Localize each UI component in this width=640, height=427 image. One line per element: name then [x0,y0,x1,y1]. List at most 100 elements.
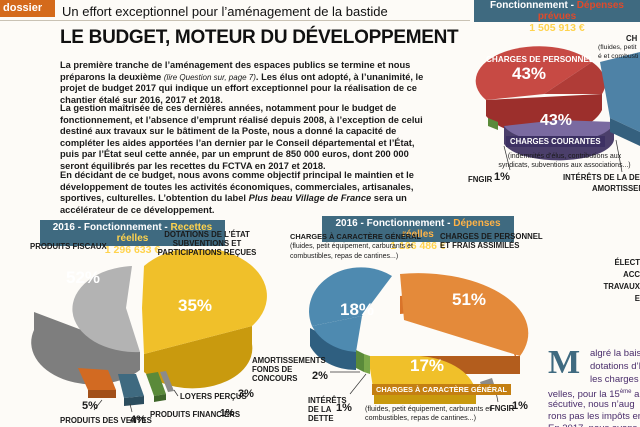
side-article-line-7: En 2017, nous avons [548,423,637,427]
recettes-leader-loyers [173,389,179,397]
recettes-dotations-label: DOTATIONS DE L’ÉTAT SUBVENTIONS ET PARTI… [157,230,257,257]
recettes-leader-other [129,403,133,413]
tr-personnel-slice-b [544,62,606,94]
depenses-bleu-slice [309,267,392,326]
tr-head-sub: Dépenses prévues [537,0,624,22]
depenses-cg-band: CHARGES À CARACTÈRE GÉNÉRAL [372,384,511,395]
p3-text-end: sera un accélérateur de ce développement… [60,193,407,215]
side-line4-sup: ème [619,389,632,395]
recettes-loyers-pct: 3% [238,388,254,400]
depenses-cg-title: CHARGES À CARACTÈRE GÉNÉRAL (fluides, pe… [290,232,430,261]
recettes-ventes-pct: 5% [82,400,98,412]
recettes-other-slice [118,374,144,398]
article-paragraph-3: En décidant de ce budget, nous avons com… [60,170,425,216]
recettes-fiscaux-label: PRODUITS FISCAUX [30,242,107,251]
depenses-cg-detail: (fluides, petit équipement, carburants e… [290,243,413,260]
side-line4-end: ann [634,389,640,401]
recettes-dotations-pct: 35% [178,296,213,315]
tr-amort-label: AMORTISSEME [592,184,640,193]
depenses-interets-pct: 1% [336,402,352,414]
section-title: Un effort exceptionnel pour l’aménagemen… [62,4,388,19]
side-line4-text: velles, pour la 15 [548,389,620,401]
p1-reference: (lire Question sur, page 7) [163,72,256,82]
depenses-bleu-slice-b [312,316,362,352]
tr-courantes-detail: (indemnités d’élus, contributions aux sy… [498,153,631,169]
right-col-line-4: E [634,294,640,303]
recettes-ventes-slice [78,368,116,390]
section-tag: dossier [0,0,55,17]
recettes-other-pct: 4% [130,414,146,426]
right-col-line-1: ÉLECT [614,258,640,267]
depenses-fngir-pct: 1% [512,400,528,412]
tr-fngir-label: FNGIR [468,175,493,184]
recettes-loyers-slice [146,372,166,396]
tr-personnel-pct: 43% [512,64,547,83]
depenses-jaune-side [374,394,476,404]
article-paragraph-1: La première tranche de l’aménagement des… [60,60,425,106]
depenses-leader-interets [349,373,367,395]
tr-leader-fngir [503,145,511,171]
side-article-line-2: dotations d’É [590,361,640,372]
p3-text: En décidant de ce budget, nous avons com… [60,170,414,204]
recettes-fiscaux-slice [72,266,140,353]
depenses-cg-bottom: (fluides, petit équipement, carburants e… [365,404,492,422]
tr-courantes-label: CHARGES COURANTES [506,136,605,147]
recettes-financiers-pct: 1% [220,408,235,419]
recettes-fiscaux-pct: 52% [66,268,101,287]
recettes-fiscaux-side [31,312,141,385]
side-article-line-6: rons pas les impôts en 2 [548,411,640,422]
recettes-chart-header: 2016 - Fonctionnement - Recettes réelles… [40,220,225,256]
recettes-amount: 1 296 633 € [104,244,161,256]
tr-blue-side [610,118,640,146]
depenses-amort-pct: 2% [312,370,328,382]
depenses-cg-title-text: CHARGES À CARACTÈRE GÉNÉRAL [290,232,421,241]
depenses-fngir-label: FNGIR [490,404,515,413]
side-article-dropcap: M [548,344,581,381]
recettes-ventes-side [88,390,116,398]
tr-courantes-pct: 43% [540,112,573,129]
right-col-line-3: TRAVAUX [603,282,640,291]
recettes-head-sub: Recettes réelles [116,222,213,244]
tr-green-slice [488,118,498,130]
p1-text: La première tranche de l’aménagement des… [60,60,411,82]
recettes-dotations-slice [142,250,267,354]
tr-head-prefix: Fonctionnement - [490,0,577,11]
depenses-jaune-pct: 17% [410,356,445,375]
tr-ch-label: CH [626,34,638,43]
p3-label: Plus beau Village de France [248,193,372,204]
depenses-personnel-pct: 51% [452,290,487,309]
article-headline: LE BUDGET, MOTEUR DU DÉVELOPPEMENT [60,27,459,48]
depenses-personnel-slice [400,273,529,356]
tr-fngir-pct: 1% [494,171,510,183]
tr-amount: 1 505 913 € [529,22,585,34]
depenses-bleu-side [310,328,356,371]
depenses-amort-label: AMORTISSEMENTS FONDS DE CONCOURS [252,356,326,383]
depenses-bleu-pct: 18% [340,300,375,319]
recettes-financiers-label: PRODUITS FINANCIERS [150,410,241,419]
header-rule [0,20,470,21]
p1-text-end: . Les élus ont adopté, à l’unanimité, le… [60,71,424,105]
depenses-interets-slice [364,354,370,374]
recettes-leader-ventes [93,399,103,411]
recettes-dotations-side [144,326,253,389]
tr-personnel-label: CHARGES DE PERSONNEL [486,55,594,64]
depenses-amort-slice [356,350,364,372]
recettes-loyers-side [154,394,166,402]
article-paragraph-2: La gestion maîtrisée de ces dernières an… [60,103,423,171]
tr-personnel-slice [475,46,592,100]
tr-leader-interets [615,139,623,173]
depenses-head-sub: Dépenses réelles [402,218,501,240]
depenses-chart-header: 2016 - Fonctionnement - Dépenses réelles… [322,216,514,252]
depenses-head-prefix: 2016 - Fonctionnement - [335,218,454,229]
recettes-loyers-label: LOYERS PERÇUS [180,392,247,401]
recettes-financiers-slice [160,371,174,392]
recettes-ventes-label: PRODUITS DES VENTES [60,416,152,425]
recettes-other-side [124,396,144,406]
side-article-line-1: algré la bais [590,348,640,359]
depenses-amount: 1 106 486 € [390,240,446,252]
tr-interets-label: INTÉRÊTS DE LA DETTE 1% [563,173,640,182]
tr-blue-slice [600,52,640,132]
side-article-line-5: sécutive, nous n’aug [548,399,635,410]
tr-ch-detail: (fluides, petit é et combusti [598,44,639,60]
depenses-interets-label: INTÉRÊTS DE LA DETTE [308,396,347,423]
